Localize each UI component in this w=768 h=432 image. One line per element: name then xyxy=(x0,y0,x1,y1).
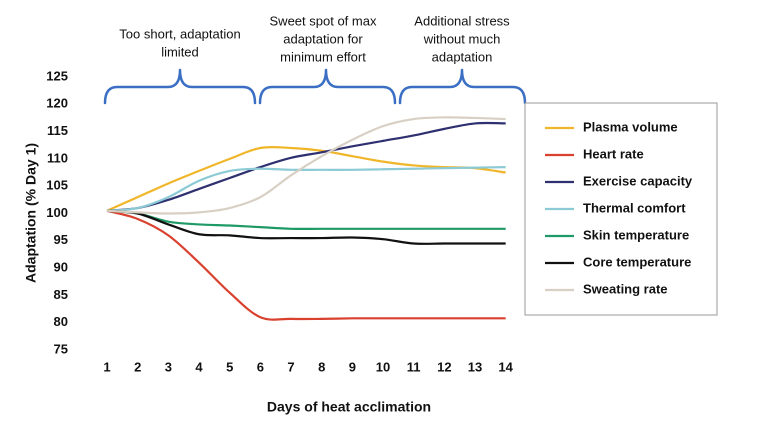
x-tick-label: 13 xyxy=(468,359,482,374)
series-line xyxy=(106,209,506,231)
x-tick-label: 7 xyxy=(287,359,294,374)
annotation: limited xyxy=(161,44,199,59)
legend-label: Exercise capacity xyxy=(583,173,693,188)
annotation: adaptation for xyxy=(283,31,363,46)
x-tick-label: 14 xyxy=(498,359,513,374)
bracket xyxy=(258,68,397,105)
annotation: minimum effort xyxy=(280,49,366,64)
legend-label: Core temperature xyxy=(583,254,691,269)
x-tick-label: 2 xyxy=(134,359,141,374)
y-tick-label: 120 xyxy=(46,96,68,111)
y-tick-label: 75 xyxy=(54,341,68,356)
x-tick-label: 5 xyxy=(226,359,233,374)
legend-label: Heart rate xyxy=(583,146,644,161)
series-line xyxy=(106,209,506,245)
bracket xyxy=(103,68,257,105)
x-tick-label: 4 xyxy=(195,359,203,374)
bracket xyxy=(398,68,527,105)
x-tick-label: 8 xyxy=(318,359,325,374)
legend-label: Skin temperature xyxy=(583,227,689,242)
y-axis-title: Adaptation (% Day 1) xyxy=(23,143,39,283)
legend-label: Sweating rate xyxy=(583,281,668,296)
annotation: Too short, adaptation xyxy=(119,26,240,41)
y-tick-label: 90 xyxy=(54,260,68,275)
y-tick-label: 85 xyxy=(54,287,68,302)
y-tick-label: 95 xyxy=(54,232,68,247)
x-tick-label: 11 xyxy=(407,359,421,374)
annotation: adaptation xyxy=(432,49,493,64)
x-tick-label: 3 xyxy=(165,359,172,374)
x-tick-label: 9 xyxy=(349,359,356,374)
legend-label: Thermal comfort xyxy=(583,200,686,215)
y-tick-label: 105 xyxy=(46,178,68,193)
legend-label: Plasma volume xyxy=(583,119,678,134)
series-line xyxy=(106,145,506,212)
y-tick-label: 125 xyxy=(46,68,68,83)
series-line xyxy=(106,116,506,215)
annotation: Sweet spot of max xyxy=(270,13,377,28)
x-tick-label: 1 xyxy=(103,359,110,374)
series-line xyxy=(106,209,506,321)
y-tick-label: 100 xyxy=(46,205,68,220)
y-tick-label: 110 xyxy=(47,150,68,165)
y-tick-label: 80 xyxy=(54,314,68,329)
x-axis-title: Days of heat acclimation xyxy=(267,399,431,415)
series-line xyxy=(106,121,506,212)
annotation: without much xyxy=(423,31,501,46)
series-line xyxy=(106,165,506,212)
y-tick-label: 115 xyxy=(47,123,68,138)
x-tick-label: 10 xyxy=(376,359,390,374)
x-tick-label: 12 xyxy=(437,359,451,374)
x-tick-label: 6 xyxy=(257,359,264,374)
annotation: Additional stress xyxy=(414,13,510,28)
